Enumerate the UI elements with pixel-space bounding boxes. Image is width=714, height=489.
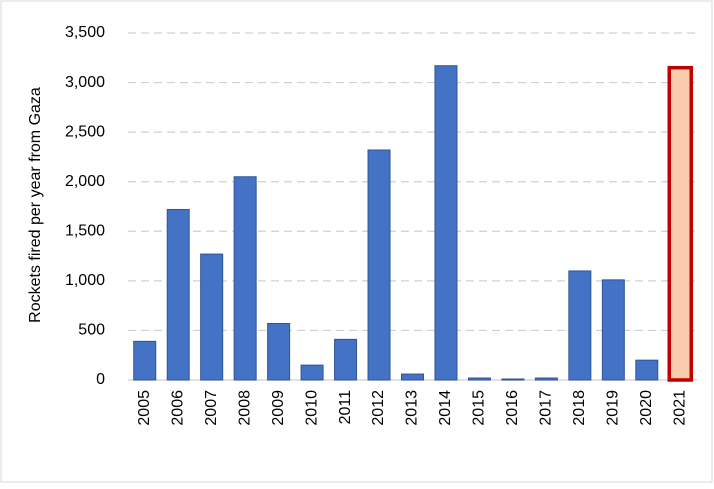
y-tick-label: 1,500 — [65, 223, 105, 240]
bar — [667, 65, 694, 382]
x-tick-label: 2013 — [404, 390, 421, 426]
x-tick-label: 2007 — [203, 390, 220, 426]
x-tick-label: 2012 — [370, 390, 387, 426]
bar — [601, 279, 625, 381]
y-tick-label: 3,500 — [65, 24, 105, 41]
x-tick-label: 2016 — [504, 390, 521, 426]
x-tick-label: 2009 — [270, 390, 287, 426]
bar — [467, 377, 491, 381]
x-tick-label: 2014 — [437, 390, 454, 426]
bar — [334, 338, 358, 381]
x-tick-label: 2010 — [303, 390, 320, 426]
x-tick-label: 2019 — [605, 390, 622, 426]
y-tick-label: 2,000 — [65, 173, 105, 190]
x-tick-label: 2006 — [169, 390, 186, 426]
bar — [233, 176, 257, 381]
y-tick-label: 2,500 — [65, 123, 105, 140]
bar — [133, 340, 157, 381]
bar — [367, 149, 391, 381]
y-tick-label: 3,000 — [65, 74, 105, 91]
bar — [534, 377, 558, 381]
bar — [267, 322, 291, 381]
bar — [568, 270, 592, 381]
bar — [501, 378, 525, 381]
x-tick-label: 2005 — [136, 390, 153, 426]
bar — [434, 65, 458, 381]
bar — [166, 208, 190, 381]
x-tick-label: 2017 — [538, 390, 555, 426]
bar — [300, 364, 324, 381]
y-tick-label: 0 — [96, 371, 105, 388]
x-tick-label: 2008 — [236, 390, 253, 426]
bar — [635, 359, 659, 381]
x-tick-label: 2011 — [337, 390, 354, 425]
bar — [200, 253, 224, 381]
x-tick-label: 2020 — [638, 390, 655, 426]
bar — [401, 373, 424, 381]
x-tick-label: 2018 — [571, 390, 588, 426]
y-axis-title: Rockets fired per year from Gaza — [27, 87, 44, 323]
x-tick-label: 2015 — [471, 390, 488, 426]
y-tick-label: 1,000 — [65, 272, 105, 289]
x-tick-label: 2021 — [671, 390, 688, 426]
y-tick-label: 500 — [78, 322, 105, 339]
